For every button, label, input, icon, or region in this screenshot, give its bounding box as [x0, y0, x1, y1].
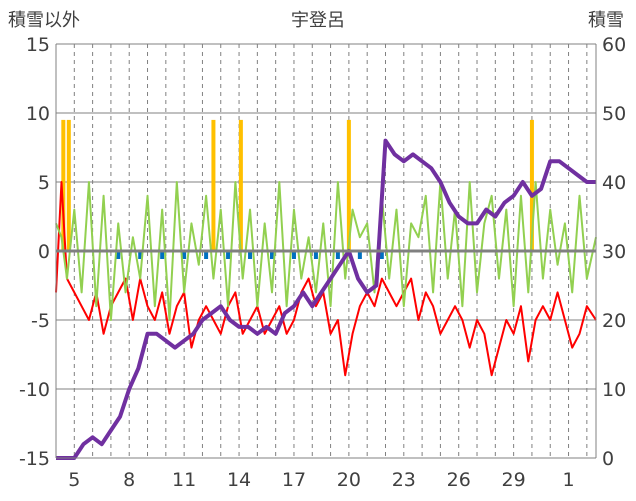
y-tick-label-right: 30 [602, 241, 626, 263]
chart-title: 宇登呂 [291, 10, 345, 31]
bar-precip [61, 119, 66, 252]
x-tick-label: 26 [447, 469, 471, 491]
y-tick-label-right: 20 [602, 310, 626, 332]
y-tick-label-right: 0 [602, 448, 614, 470]
series-line-snow_depth [56, 138, 596, 460]
x-tick-label: 5 [68, 469, 80, 491]
bar-precip [238, 119, 243, 252]
bar-negative [160, 251, 165, 259]
y-tick-label-left: 0 [38, 241, 50, 263]
y-tick-label-left: -10 [19, 379, 50, 401]
x-tick-label: 23 [392, 469, 416, 491]
x-tick-label: 11 [172, 469, 196, 491]
grid-layer [55, 43, 596, 459]
y-tick-label-left: -15 [19, 448, 50, 470]
x-tick-label: 17 [282, 469, 306, 491]
bar-layer [61, 119, 534, 259]
bar-precip [211, 119, 216, 252]
left-axis-label: 積雪以外 [8, 10, 80, 31]
y-tick-label-left: 15 [26, 34, 50, 56]
bar-negative [182, 251, 187, 259]
bar-negative [204, 251, 209, 259]
y-tick-label-right: 60 [602, 34, 626, 56]
bar-negative [138, 251, 143, 259]
x-tick-label: 8 [123, 469, 135, 491]
x-tick-label: 14 [227, 469, 251, 491]
x-tick-label: 1 [562, 469, 574, 491]
x-tick-label: 20 [337, 469, 361, 491]
bar-precip [346, 119, 351, 252]
x-tick-label: 29 [502, 469, 526, 491]
bar-precip [66, 119, 71, 252]
y-tick-label-left: 10 [26, 103, 50, 125]
bar-negative [379, 251, 384, 259]
y-tick-label-left: -5 [31, 310, 50, 332]
bar-negative [226, 251, 231, 259]
y-tick-label-right: 10 [602, 379, 626, 401]
y-tick-label-right: 50 [602, 103, 626, 125]
bar-negative [291, 251, 296, 259]
y-tick-label-left: 5 [38, 172, 50, 194]
bar-negative [357, 251, 362, 259]
bar-negative [335, 251, 340, 259]
bar-negative [313, 251, 318, 259]
y-tick-label-right: 40 [602, 172, 626, 194]
bar-negative [270, 251, 274, 259]
bar-precip [529, 119, 534, 252]
bar-negative [116, 251, 121, 259]
right-axis-label: 積雪 [588, 10, 624, 31]
bar-negative [248, 251, 253, 259]
